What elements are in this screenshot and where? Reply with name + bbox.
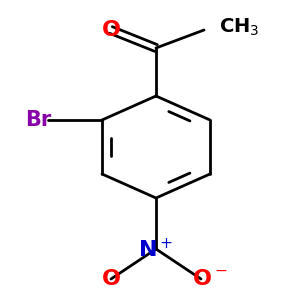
Text: N$^+$: N$^+$: [138, 237, 174, 261]
Text: O: O: [101, 269, 121, 289]
Text: O$^-$: O$^-$: [192, 269, 228, 289]
Text: O: O: [101, 20, 121, 40]
Text: CH$_3$: CH$_3$: [219, 16, 260, 38]
Text: Br: Br: [25, 110, 51, 130]
